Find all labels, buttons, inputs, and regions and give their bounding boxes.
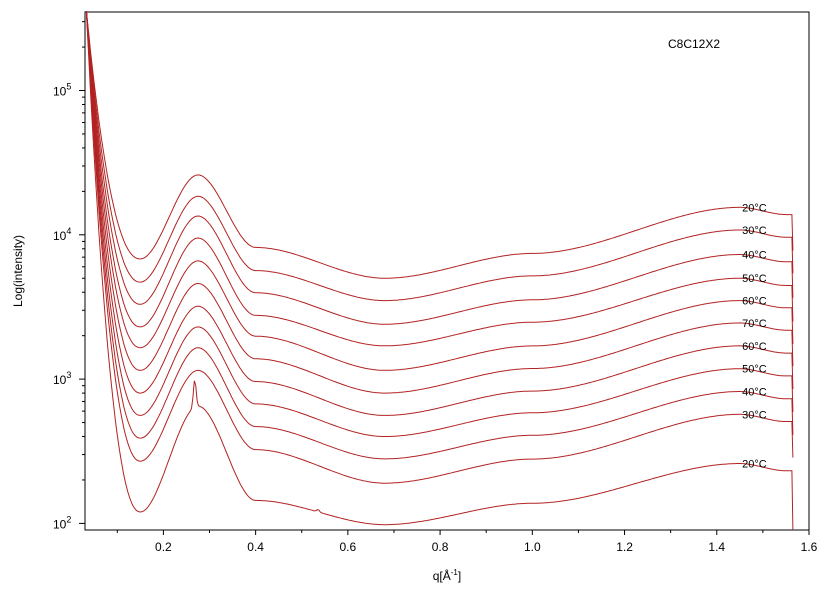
curves-group — [85, 11, 794, 531]
series-line — [85, 11, 794, 302]
series-line — [85, 11, 794, 279]
series-line — [85, 11, 794, 531]
x-tick-label: 0.8 — [432, 540, 449, 554]
curve-labels-group: 20°C 30°C 40°C 50°C 60°C 70°C 60°C 50°C 40°C 30°C… — [742, 202, 767, 470]
x-tick-label: 1.4 — [708, 540, 725, 554]
x-tick-label: 1.0 — [524, 540, 541, 554]
series-line — [85, 11, 794, 394]
series-line — [85, 11, 794, 460]
x-tick-label: 1.6 — [801, 540, 818, 554]
x-tick-label: 0.4 — [247, 540, 264, 554]
y-tick-label: 105 — [53, 82, 71, 99]
x-tick-label: 0.2 — [155, 540, 172, 554]
series-label: 30°C — [742, 225, 767, 237]
series-label: 50°C — [742, 364, 767, 376]
y-tick-label: 102 — [53, 514, 71, 531]
series-label: 40°C — [742, 250, 767, 262]
chart-annotation: C8C12X2 — [668, 37, 720, 51]
series-line — [85, 11, 794, 437]
x-axis-title-tail: ] — [458, 569, 461, 583]
y-tick-label: 103 — [53, 370, 71, 387]
series-label: 60°C — [742, 341, 767, 353]
series-line — [85, 11, 794, 484]
x-axis-title: q[Å-1] — [433, 568, 461, 583]
series-line — [85, 11, 794, 347]
x-axis-title-base: q[Å — [433, 568, 451, 583]
plot-frame — [84, 11, 810, 531]
y-axis: 102 103 104 105 — [53, 21, 85, 531]
x-axis: 0.2 0.4 0.6 0.8 1.0 1.2 1.4 1.6 — [116, 530, 818, 554]
x-tick-label: 0.6 — [340, 540, 357, 554]
series-label: 70°C — [742, 318, 767, 330]
y-tick-label: 104 — [53, 226, 71, 243]
series-line — [85, 11, 794, 325]
x-axis-title-sup: -1 — [451, 568, 459, 577]
series-label: 20°C — [742, 459, 767, 471]
series-label: 50°C — [742, 273, 767, 285]
series-line — [85, 11, 794, 416]
series-label: 30°C — [742, 409, 767, 421]
series-label: 40°C — [742, 387, 767, 399]
y-axis-title: Log(intensity) — [11, 235, 25, 307]
series-label: 20°C — [742, 202, 767, 214]
series-label: 60°C — [742, 296, 767, 308]
series-line — [85, 11, 794, 371]
x-tick-label: 1.2 — [616, 540, 633, 554]
